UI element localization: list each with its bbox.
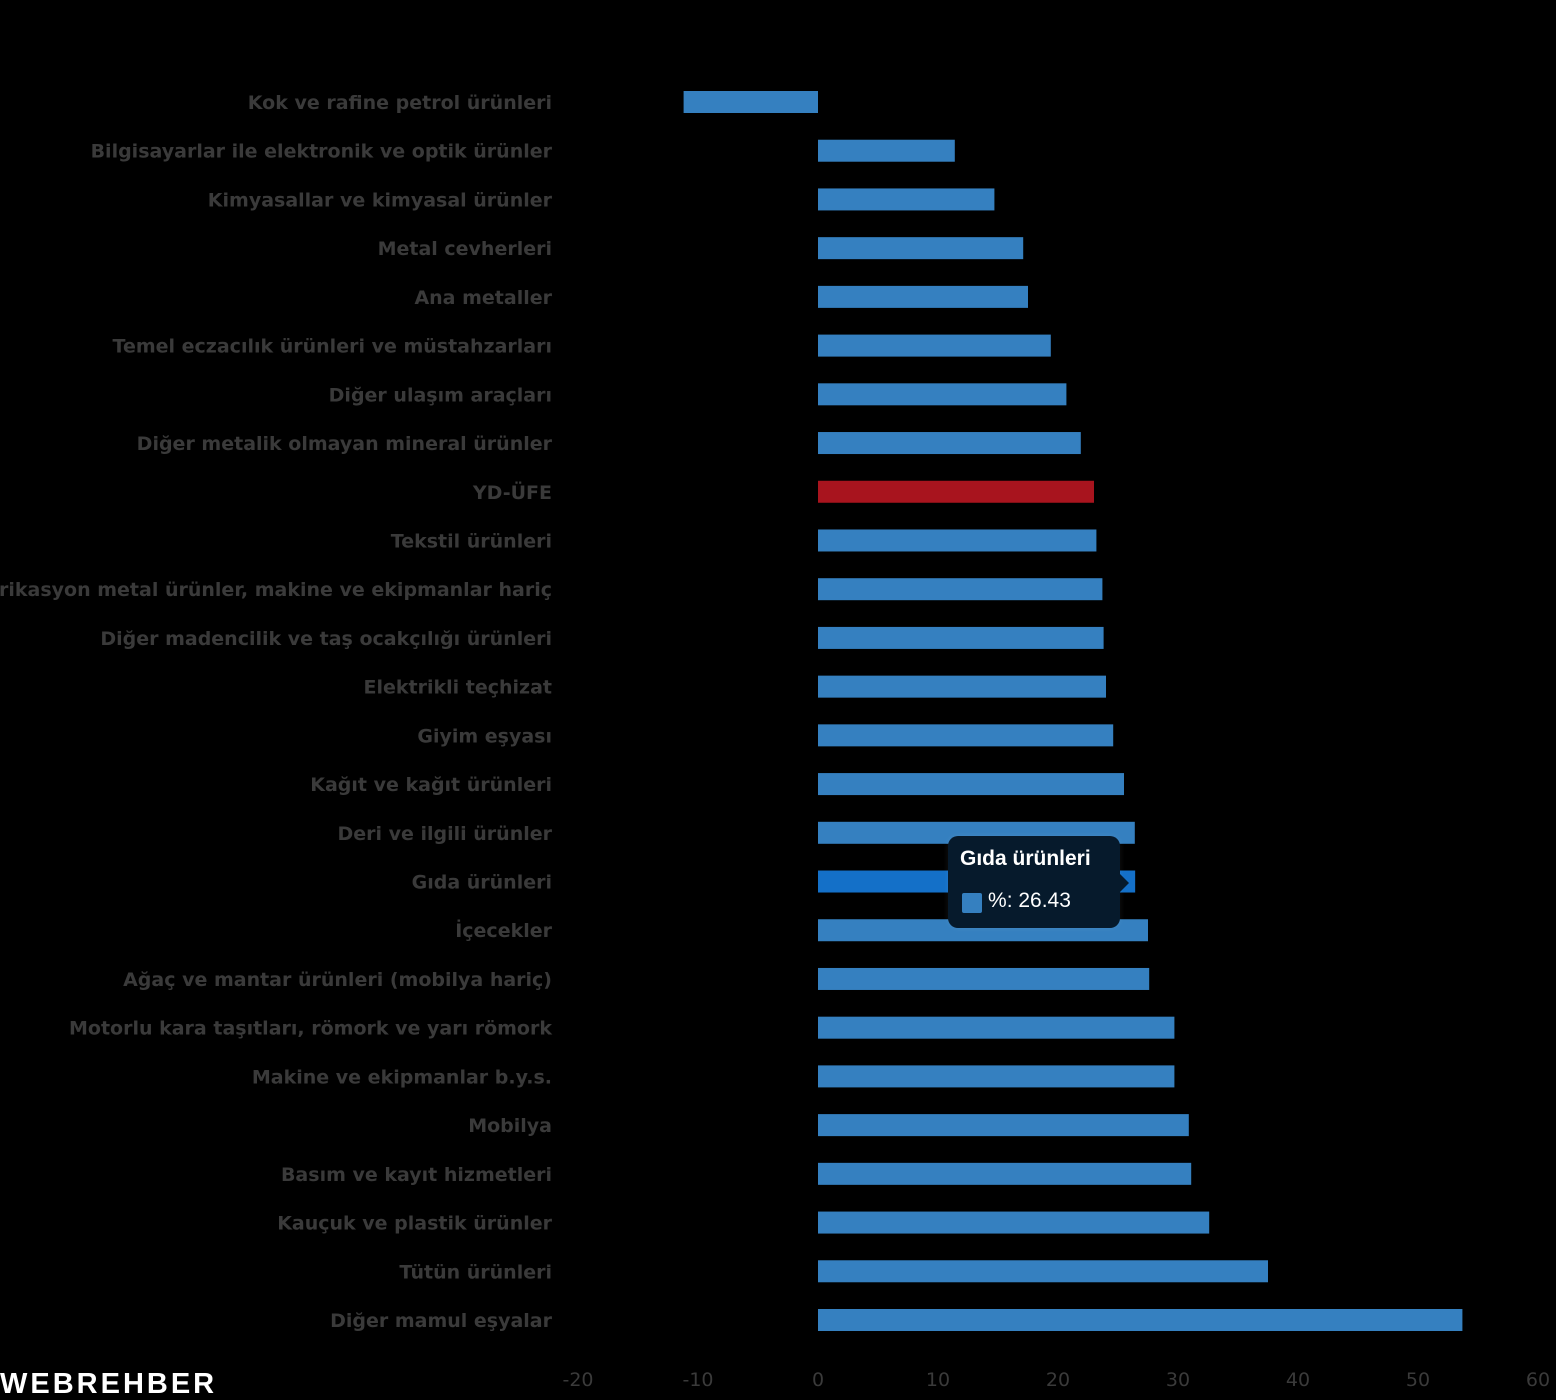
bar-2[interactable] <box>818 139 955 162</box>
x-axis-ticks: -20 -10 0 10 20 30 40 50 60 <box>562 1369 1550 1391</box>
bar-3[interactable] <box>818 188 995 211</box>
bar-21[interactable] <box>818 1065 1175 1088</box>
category-label-20: Motorlu kara taşıtları, römork ve yarı r… <box>69 1018 552 1040</box>
bar-24[interactable] <box>818 1211 1210 1234</box>
bar-20[interactable] <box>818 1016 1175 1039</box>
tooltip-series-swatch <box>962 893 982 913</box>
category-label-3: Kimyasallar ve kimyasal ürünler <box>208 189 553 211</box>
x-tick-label-2: -10 <box>682 1369 713 1391</box>
category-label-16: Deri ve ilgili ürünler <box>337 823 552 845</box>
bar-22[interactable] <box>818 1114 1189 1137</box>
category-label-2: Bilgisayarlar ile elektronik ve optik ür… <box>91 141 553 163</box>
webrehber-logo: WEBREHBER <box>0 1368 218 1400</box>
x-tick-label-7: 40 <box>1286 1369 1310 1391</box>
bar-7[interactable] <box>818 383 1067 406</box>
bar-25[interactable] <box>818 1260 1268 1283</box>
x-tick-label-5: 20 <box>1046 1369 1070 1391</box>
category-label-25: Tütün ürünleri <box>399 1261 552 1283</box>
bar-11[interactable] <box>818 578 1103 601</box>
category-label-17: Gıda ürünleri <box>412 872 552 894</box>
category-label-15: Kağıt ve kağıt ürünleri <box>310 774 552 796</box>
x-tick-label-9: 60 <box>1526 1369 1550 1391</box>
tooltip-pointer <box>1120 874 1129 892</box>
tooltip-value-row: %: 26.43 <box>988 889 1071 912</box>
bars-group <box>683 91 1463 1331</box>
category-label-18: İçecekler <box>455 918 552 942</box>
category-label-6: Temel eczacılık ürünleri ve müstahzarlar… <box>113 336 552 358</box>
bar-9[interactable] <box>818 480 1094 503</box>
bar-14[interactable] <box>818 724 1114 747</box>
category-label-11: Fabrikasyon metal ürünler, makine ve eki… <box>0 579 552 601</box>
x-tick-label-3: 0 <box>812 1369 824 1391</box>
x-tick-label-8: 50 <box>1406 1369 1430 1391</box>
bar-5[interactable] <box>818 285 1028 308</box>
tooltip-value: 26.43 <box>1018 889 1071 912</box>
category-label-19: Ağaç ve mantar ürünleri (mobilya hariç) <box>123 969 552 991</box>
bar-12[interactable] <box>818 626 1104 649</box>
category-label-21: Makine ve ekipmanlar b.y.s. <box>252 1066 552 1088</box>
category-labels: Kok ve rafine petrol ürünleri Bilgisayarl… <box>0 92 553 1332</box>
category-label-13: Elektrikli teçhizat <box>364 677 553 699</box>
category-label-12: Diğer madencilik ve taş ocakçılığı ürünl… <box>100 628 552 650</box>
bar-13[interactable] <box>818 675 1106 698</box>
bar-19[interactable] <box>818 967 1150 990</box>
bar-6[interactable] <box>818 334 1051 357</box>
category-label-8: Diğer metalik olmayan mineral ürünler <box>137 433 553 455</box>
category-label-4: Metal cevherleri <box>378 238 552 260</box>
category-label-26: Diğer mamul eşyalar <box>330 1310 553 1332</box>
bar-26[interactable] <box>818 1309 1463 1331</box>
category-label-23: Basım ve kayıt hizmetleri <box>281 1164 552 1186</box>
category-label-22: Mobilya <box>468 1115 552 1137</box>
bar-4[interactable] <box>818 237 1024 260</box>
bar-15[interactable] <box>818 773 1124 796</box>
bar-10[interactable] <box>818 529 1097 552</box>
category-label-5: Ana metaller <box>414 287 552 309</box>
x-tick-label-1: -20 <box>562 1369 593 1391</box>
bar-23[interactable] <box>818 1162 1192 1185</box>
bar-8[interactable] <box>818 432 1081 455</box>
category-label-9: YD-ÜFE <box>472 480 552 504</box>
category-label-10: Tekstil ürünleri <box>391 530 552 552</box>
category-label-7: Diğer ulaşım araçları <box>329 384 552 406</box>
tooltip-title: Gıda ürünleri <box>960 847 1091 870</box>
x-tick-label-4: 10 <box>926 1369 950 1391</box>
x-tick-label-6: 30 <box>1166 1369 1190 1391</box>
category-label-24: Kauçuk ve plastik ürünler <box>277 1213 552 1235</box>
tooltip-series-label: % <box>988 889 1007 912</box>
bar-1[interactable] <box>683 91 818 113</box>
category-label-1: Kok ve rafine petrol ürünleri <box>248 92 552 114</box>
tooltip: Gıda ürünleri %: 26.43 <box>948 836 1129 928</box>
category-label-14: Giyim eşyası <box>417 725 552 747</box>
